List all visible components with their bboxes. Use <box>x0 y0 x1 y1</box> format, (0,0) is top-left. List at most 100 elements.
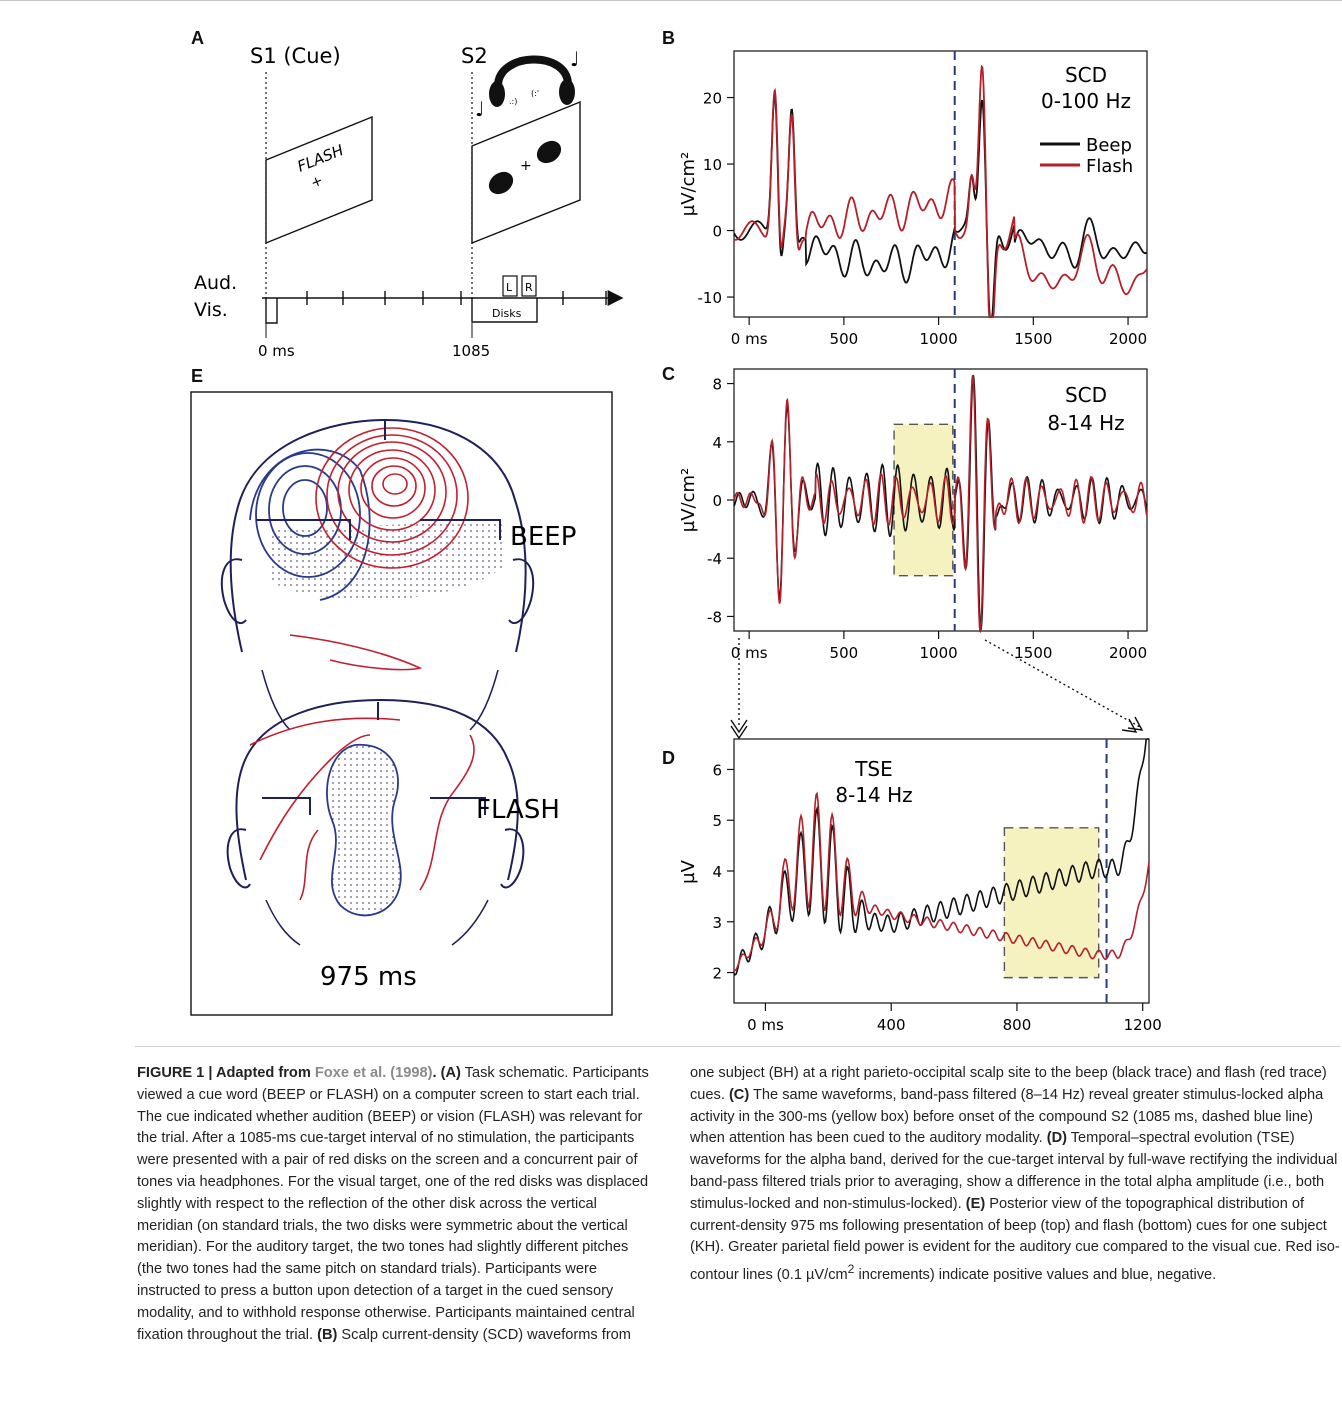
disks-pulse <box>471 298 538 323</box>
left-tone-label: L <box>506 281 513 294</box>
chart-b-title: SCD <box>1065 63 1107 87</box>
caption-a-text: Task schematic. Participants viewed a cu… <box>137 1065 649 1343</box>
chart-c-scd-alpha: -8 -4 0 4 8 0 ms 500 1000 1500 2000 SCD 8-14 Hz µ… <box>678 368 1148 662</box>
chart-b-flash-trace <box>733 64 1148 318</box>
chart-b-subtitle: 0-100 Hz <box>1041 89 1131 113</box>
left-disk <box>488 171 514 195</box>
chart-b-xtick-label: 1000 <box>920 330 958 348</box>
chart-c-xtick-label: 500 <box>830 644 859 662</box>
chart-c-ytick-label: 4 <box>712 434 722 452</box>
chart-c-ylabel: µV/cm² <box>678 468 699 532</box>
chart-c-xtick-label: 1000 <box>920 644 958 662</box>
caption-figure-label: FIGURE 1 | Adapted from <box>137 1065 315 1081</box>
chart-c-subtitle: 8-14 Hz <box>1047 411 1124 435</box>
chart-b-xtick-label: 500 <box>830 330 859 348</box>
chart-d-title: TSE <box>854 757 893 781</box>
right-disk <box>536 140 562 164</box>
chart-b-ytick-label: 10 <box>703 156 722 174</box>
target-plus: + <box>520 158 532 174</box>
aud-label: Aud. <box>194 272 237 294</box>
t0-label: 0 ms <box>258 342 295 360</box>
chart-d-ylabel: µV <box>678 859 699 883</box>
fixation-plus: + <box>309 172 326 191</box>
flash-left-ear <box>226 828 251 889</box>
svg-text:(:': (:' <box>531 89 539 98</box>
chart-c-ytick-label: 0 <box>712 492 722 510</box>
beep-label: BEEP <box>510 522 576 552</box>
caption-c-marker: (C) <box>728 1086 750 1103</box>
chart-b-beep-trace <box>733 94 1148 318</box>
chart-d-ytick-label: 5 <box>712 812 722 830</box>
chart-b-ytick-label: 20 <box>703 90 722 108</box>
caption-column-left: FIGURE 1 | Adapted from Foxe et al. (199… <box>137 1065 649 1343</box>
left-tone-box <box>502 275 518 297</box>
chart-d-ytick-label: 4 <box>712 863 722 881</box>
chart-c-yellow-box <box>893 423 954 577</box>
caption-e-text: Posterior view of the topographical dist… <box>690 1195 1340 1284</box>
t1085-label: 1085 <box>452 342 490 360</box>
svg-text:♩: ♩ <box>570 47 579 71</box>
topography-frame <box>190 391 613 1016</box>
caption-b-text-start: Scalp current-density (SCD) waveforms fr… <box>337 1326 631 1343</box>
chart-b-ytick-label: 0 <box>712 223 722 241</box>
chart-c-xtick-label: 0 ms <box>731 644 768 662</box>
flash-head-map <box>226 698 525 946</box>
task-schematic: S1 (Cue) S2 FLASH + + ♩ ♩ .:) (:' Aud. V… <box>194 44 624 360</box>
chart-d-xtick-label: 1200 <box>1124 1016 1162 1034</box>
top-rule <box>0 0 1342 1</box>
chart-c-xtick-label: 2000 <box>1109 644 1147 662</box>
chart-c-flash-trace <box>733 375 1148 633</box>
svg-text:.:): .:) <box>509 97 517 106</box>
caption-b-marker: (B) <box>317 1326 338 1343</box>
figure-canvas: S1 (Cue) S2 FLASH + + ♩ ♩ .:) (:' Aud. V… <box>190 44 1162 1034</box>
flash-label: FLASH <box>476 795 560 825</box>
caption-divider <box>135 1046 1340 1047</box>
caption-citation-link[interactable]: Foxe et al. (1998) <box>314 1065 433 1081</box>
chart-d-xtick-label: 0 ms <box>747 1016 784 1034</box>
chart-d-tse-alpha: 2 3 4 5 6 0 ms 400 800 1200 TSE 8-14 Hz µV <box>678 738 1162 1034</box>
panel-label-d: D <box>662 748 675 768</box>
chart-b-xtick-label: 2000 <box>1109 330 1147 348</box>
legend-beep-label: Beep <box>1086 135 1132 156</box>
vis-label: Vis. <box>194 299 228 321</box>
caption-b-text-end: one subject (BH) at a right parieto-occi… <box>690 1065 1327 1103</box>
headphones-icon: ♩ ♩ .:) (:' <box>475 47 579 121</box>
caption-e-marker: (E) <box>965 1195 986 1212</box>
disks-label: Disks <box>492 307 522 320</box>
panel-label-a: A <box>191 28 204 48</box>
s1-cue-label: S1 (Cue) <box>250 44 341 68</box>
beep-negative-region <box>268 520 505 600</box>
flash-right-ear <box>500 828 525 889</box>
chart-b-ytick-label: -10 <box>698 289 723 307</box>
s2-label: S2 <box>461 44 488 68</box>
flash-negative-region <box>326 744 402 917</box>
beep-left-ear <box>220 558 247 625</box>
legend-flash-label: Flash <box>1086 156 1133 177</box>
chart-c-ytick-label: -4 <box>707 550 722 568</box>
chart-b-frame <box>733 50 1148 318</box>
chart-b-ylabel: µV/cm² <box>678 152 699 216</box>
cue-screen <box>265 115 373 245</box>
caption-a-marker: (A) <box>440 1065 461 1081</box>
chart-d-subtitle: 8-14 Hz <box>835 783 912 807</box>
chart-d-beep-trace <box>733 738 1149 976</box>
chart-d-yellow-box <box>1003 827 1100 979</box>
beep-head-map <box>220 418 535 731</box>
chart-b-xtick-label: 1500 <box>1014 330 1052 348</box>
cue-pulse <box>265 298 278 324</box>
chart-b-scd-broadband: -10 0 10 20 0 ms 500 1000 1500 2000 SCD 0-100 Hz… <box>678 50 1148 348</box>
chart-d-flash-trace <box>733 791 1150 972</box>
chart-d-ytick-label: 6 <box>712 761 722 779</box>
target-screen <box>471 100 581 245</box>
panel-label-b: B <box>662 28 675 48</box>
caption-d-marker: (D) <box>1046 1130 1067 1147</box>
right-tone-box <box>521 275 537 297</box>
caption-column-right: one subject (BH) at a right parieto-occi… <box>690 1065 1340 1284</box>
chart-c-xtick-label: 1500 <box>1014 644 1052 662</box>
time-axis-ticks <box>306 291 607 305</box>
chart-c-ytick-label: -8 <box>707 608 722 626</box>
panel-label-e: E <box>191 366 204 386</box>
caption-c-text: The same waveforms, band-pass filtered (… <box>690 1086 1324 1147</box>
caption-d-text: Temporal–spectral evolution (TSE) wavefo… <box>690 1130 1338 1212</box>
beep-right-ear <box>508 558 535 625</box>
